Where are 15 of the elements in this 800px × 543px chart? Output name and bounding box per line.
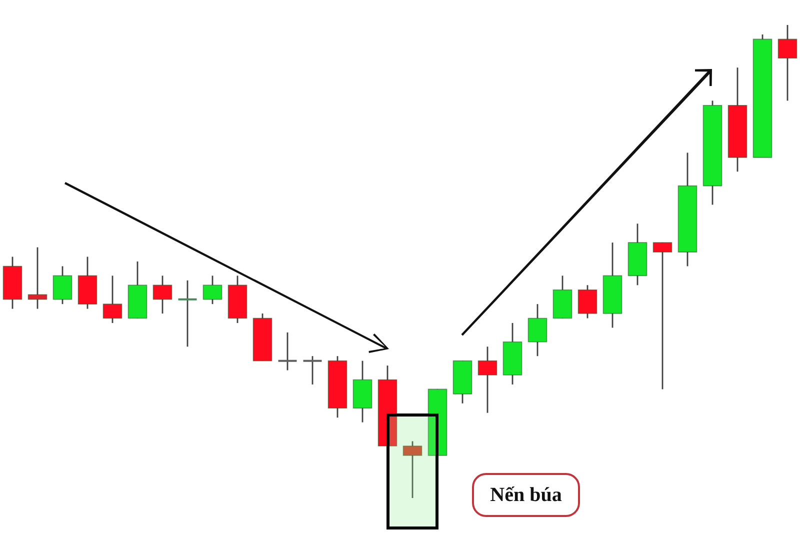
candlestick <box>528 303 548 357</box>
candlestick <box>578 284 598 319</box>
candlestick <box>652 242 672 390</box>
candlestick <box>478 346 498 414</box>
candlestick <box>778 24 798 102</box>
candlestick <box>28 246 48 310</box>
candlestick <box>278 332 297 371</box>
candlestick <box>303 355 322 386</box>
candlestick <box>52 266 72 305</box>
candlestick <box>402 440 422 499</box>
candlestick <box>178 280 197 348</box>
candlestick <box>202 274 222 305</box>
label-box: Nến búa <box>472 473 580 517</box>
candlestick <box>152 274 172 314</box>
candlestick <box>102 274 122 324</box>
